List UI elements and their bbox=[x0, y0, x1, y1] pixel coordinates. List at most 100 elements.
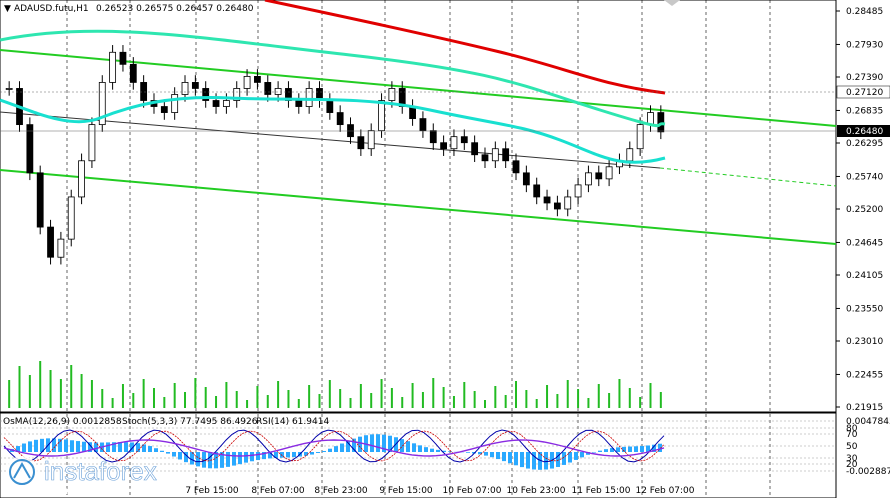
indicator-tick-label: 80 bbox=[846, 424, 858, 434]
channel-mid-line bbox=[0, 111, 661, 169]
osma-bar bbox=[178, 452, 182, 460]
candle-body bbox=[378, 100, 385, 132]
candle-body bbox=[564, 196, 572, 210]
osma-bar bbox=[52, 438, 56, 452]
osma-bar bbox=[160, 450, 164, 452]
current-price-tag-text: 0.26480 bbox=[846, 127, 883, 137]
osma-bar bbox=[406, 441, 410, 452]
candle-body bbox=[440, 142, 448, 150]
candle-body bbox=[233, 88, 241, 101]
osma-bar bbox=[514, 452, 518, 466]
osma-bar bbox=[412, 443, 416, 452]
osma-bar bbox=[340, 443, 344, 452]
candle-body bbox=[636, 124, 644, 150]
osma-bar bbox=[274, 452, 278, 458]
candle-body bbox=[522, 172, 530, 186]
candle-body bbox=[109, 51, 117, 83]
candle-body bbox=[450, 136, 458, 150]
candle-body bbox=[471, 142, 479, 156]
osma-bar bbox=[658, 443, 662, 452]
candle-body bbox=[295, 100, 303, 107]
osma-bar bbox=[370, 434, 374, 452]
osma-bar bbox=[34, 439, 38, 452]
candle-body bbox=[129, 63, 137, 83]
candle-body bbox=[140, 82, 148, 101]
candle-body bbox=[67, 196, 75, 240]
stoch-signal-line bbox=[3, 430, 665, 462]
osma-bar bbox=[562, 452, 566, 465]
osma-bar bbox=[382, 434, 386, 452]
osma-bar bbox=[424, 447, 428, 452]
time-tick-label: 7 Feb 15:00 bbox=[185, 486, 239, 496]
osma-bar bbox=[22, 443, 26, 452]
price-tick-label: 0.23550 bbox=[846, 304, 883, 314]
osma-bar bbox=[190, 452, 194, 465]
channel-lower-line bbox=[0, 169, 837, 245]
osma-bar bbox=[496, 452, 500, 460]
instaforex-logo bbox=[6, 456, 38, 488]
candle-body bbox=[202, 88, 210, 101]
chevron-down-icon[interactable] bbox=[664, 0, 680, 6]
osma-bar bbox=[94, 442, 98, 452]
osma-bar bbox=[532, 452, 536, 470]
osma-bar bbox=[28, 441, 32, 452]
osma-bar bbox=[472, 452, 476, 454]
indicator-tick-label: -0.0028878 bbox=[846, 467, 890, 477]
candle-body bbox=[657, 112, 665, 133]
candle-body bbox=[388, 88, 396, 101]
candle-body bbox=[222, 100, 230, 107]
rsi-line bbox=[3, 439, 665, 457]
price-tick-label: 0.25200 bbox=[846, 205, 883, 215]
stoch-label: Stoch(5,3,3) 77.7495 86.4926 bbox=[122, 417, 258, 427]
osma-bar bbox=[238, 452, 242, 465]
osma-bar bbox=[628, 446, 632, 452]
candle-body bbox=[88, 124, 96, 162]
time-tick-label: 11 Feb 15:00 bbox=[571, 486, 630, 496]
osma-bar bbox=[526, 452, 530, 469]
osma-bar bbox=[88, 442, 92, 452]
osma-bar bbox=[262, 452, 266, 460]
candle-body bbox=[191, 82, 199, 89]
osma-bar bbox=[202, 452, 206, 468]
indicator-tick-label: 30 bbox=[846, 454, 858, 464]
osma-bar bbox=[304, 452, 308, 456]
candle-body bbox=[502, 148, 510, 162]
osma-bar bbox=[508, 452, 512, 464]
osma-bar bbox=[484, 452, 488, 456]
candle-body bbox=[57, 238, 65, 258]
osma-bar bbox=[196, 452, 200, 467]
osma-bar bbox=[244, 452, 248, 463]
price-tick-label: 0.27390 bbox=[846, 73, 883, 83]
osma-bar bbox=[250, 452, 254, 462]
osma-bar bbox=[490, 452, 494, 458]
candle-body bbox=[36, 172, 44, 228]
candle-body bbox=[26, 124, 34, 174]
candle-body bbox=[543, 196, 551, 204]
price-tick-label: 0.26835 bbox=[846, 106, 883, 116]
time-tick-label: 9 Feb 15:00 bbox=[379, 486, 433, 496]
rsi-label: RSI(14) 61.9414 bbox=[256, 417, 329, 427]
osma-bar bbox=[436, 449, 440, 452]
current-price-tag bbox=[837, 125, 890, 137]
osma-bar bbox=[622, 446, 626, 452]
osma-bar bbox=[538, 452, 542, 470]
osma-bar bbox=[208, 452, 212, 469]
osma-bar bbox=[16, 446, 20, 452]
candle-body bbox=[78, 160, 85, 198]
price-tick-label: 0.25740 bbox=[846, 172, 883, 182]
osma-bar bbox=[124, 442, 128, 452]
candle-body bbox=[460, 136, 468, 144]
price-tick-label: 0.24645 bbox=[846, 238, 883, 248]
osma-bar bbox=[232, 452, 236, 466]
osma-bar bbox=[610, 448, 614, 452]
osma-bar bbox=[634, 446, 638, 452]
ma-mid-line bbox=[0, 29, 666, 128]
candle-body bbox=[5, 88, 13, 90]
candle-body bbox=[119, 51, 127, 65]
osma-bar bbox=[604, 449, 608, 452]
price-tick-label: 0.23010 bbox=[846, 337, 883, 347]
osma-bar bbox=[112, 442, 116, 452]
indicator-tick-label: 70 bbox=[846, 430, 858, 440]
time-tick-label: 12 Feb 07:00 bbox=[635, 486, 694, 496]
